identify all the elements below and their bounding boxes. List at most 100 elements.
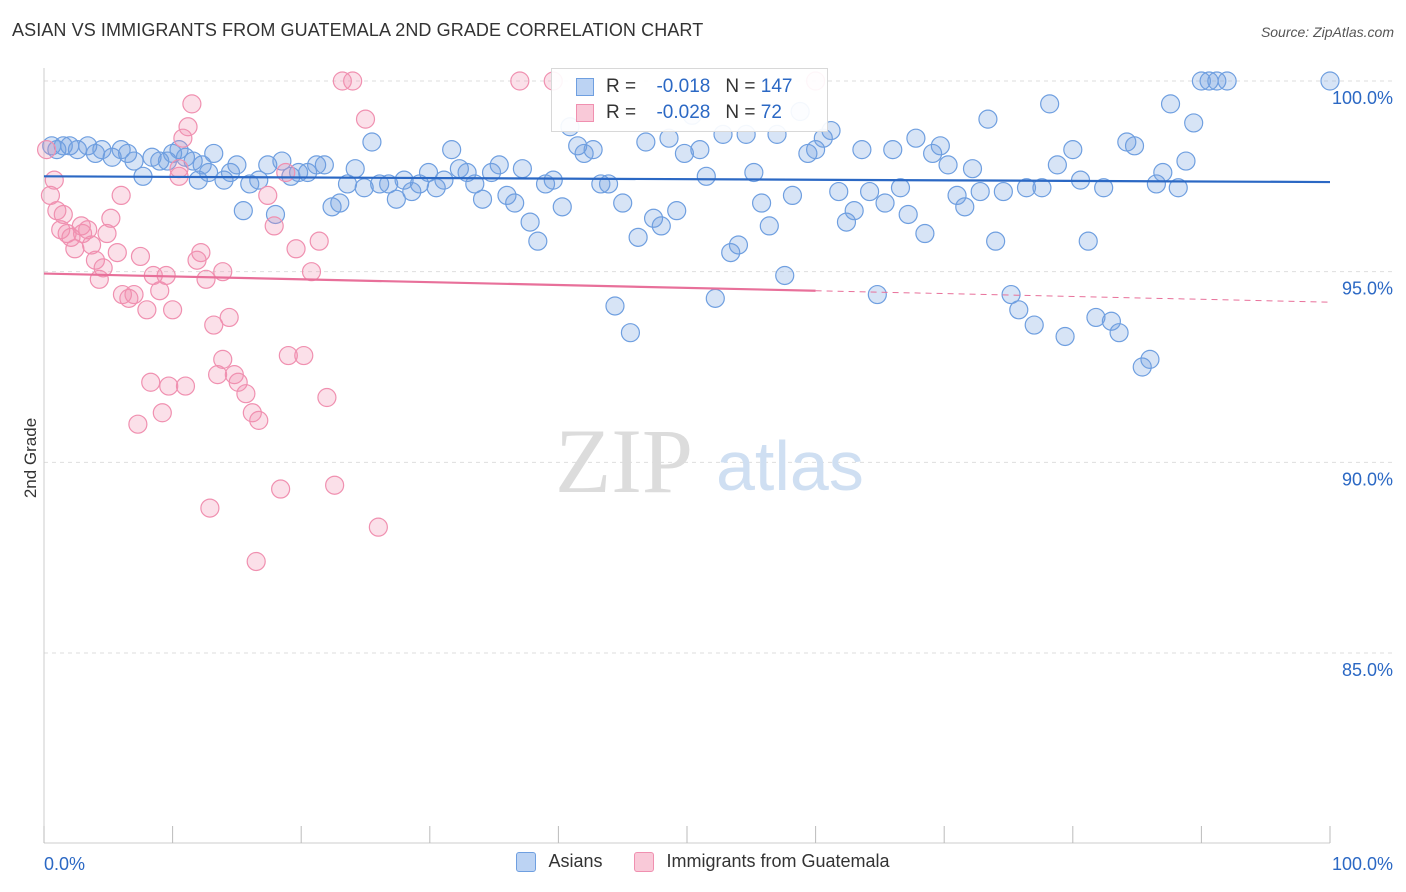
asians-point bbox=[227, 155, 247, 175]
guatemala-point bbox=[196, 269, 216, 289]
guatemala-point bbox=[128, 414, 148, 434]
asians-point bbox=[188, 170, 208, 190]
guatemala-point bbox=[242, 403, 262, 423]
guatemala-point bbox=[173, 128, 193, 148]
guatemala-point bbox=[204, 315, 224, 335]
guatemala-point bbox=[228, 372, 248, 392]
asians-point bbox=[1024, 315, 1044, 335]
asians-point bbox=[214, 170, 234, 190]
guatemala-point bbox=[510, 71, 530, 91]
guatemala-point bbox=[72, 223, 93, 244]
guatemala-point bbox=[213, 349, 233, 369]
asians-point bbox=[489, 155, 509, 175]
asians-point bbox=[258, 155, 278, 175]
source-label: Source: ZipAtlas.com bbox=[1260, 24, 1394, 40]
asians-point bbox=[1153, 162, 1173, 183]
r-label: R = bbox=[606, 102, 637, 123]
r-value: -0.028 bbox=[656, 102, 711, 123]
asians-point bbox=[962, 159, 983, 179]
series-legend: Asians Immigrants from Guatemala bbox=[0, 851, 1406, 872]
asians-point bbox=[930, 136, 950, 156]
asians-point bbox=[1032, 178, 1052, 198]
asians-point bbox=[528, 231, 548, 251]
legend-item-guatemala[interactable]: Immigrants from Guatemala bbox=[634, 851, 890, 872]
guatemala-point bbox=[107, 243, 127, 263]
asians-point bbox=[272, 151, 292, 171]
guatemala-point bbox=[325, 475, 345, 495]
asians-point bbox=[782, 185, 803, 205]
asians-point bbox=[345, 159, 365, 179]
y-tick-label: 90.0% bbox=[1342, 469, 1393, 489]
asians-point bbox=[249, 170, 269, 190]
asians-point bbox=[1094, 178, 1114, 198]
asians-point bbox=[568, 136, 588, 156]
asians-point bbox=[379, 174, 399, 194]
asians-point bbox=[613, 193, 633, 213]
guatemala-point bbox=[246, 551, 266, 572]
asians-point bbox=[829, 181, 849, 202]
asians-point bbox=[915, 223, 935, 244]
asians-point bbox=[1191, 71, 1212, 91]
data-points bbox=[36, 71, 1340, 572]
x-tick-label: 100.0% bbox=[1332, 854, 1393, 874]
asians-point bbox=[598, 174, 619, 194]
legend-row-guatemala: R = -0.028 N = 72 bbox=[576, 100, 782, 126]
guatemala-trend-extension bbox=[815, 290, 1331, 303]
guatemala-point bbox=[97, 223, 117, 244]
guatemala-point bbox=[93, 258, 113, 278]
asians-point bbox=[1168, 178, 1188, 198]
asians-point bbox=[836, 212, 857, 232]
asians-point bbox=[674, 143, 695, 164]
asians-point bbox=[1009, 300, 1029, 320]
guatemala-point bbox=[53, 204, 73, 225]
asians-point bbox=[457, 162, 477, 183]
legend-item-asians[interactable]: Asians bbox=[516, 851, 602, 872]
asians-point bbox=[775, 265, 795, 286]
guatemala-point bbox=[355, 109, 376, 129]
asians-point bbox=[362, 132, 382, 152]
asians-point bbox=[636, 132, 656, 152]
guatemala-point bbox=[343, 71, 363, 91]
asians-point bbox=[442, 140, 462, 160]
tick-labels: 85.0% 90.0% 95.0% 100.0% 0.0% 100.0% bbox=[44, 88, 1393, 874]
guatemala-point bbox=[264, 216, 284, 236]
guatemala-point bbox=[258, 185, 278, 205]
asians-point bbox=[505, 193, 525, 213]
asians-point bbox=[875, 193, 895, 213]
y-tick-label: 95.0% bbox=[1342, 279, 1393, 299]
asians-point bbox=[1146, 174, 1166, 194]
asians-point bbox=[169, 140, 189, 160]
guatemala-point bbox=[236, 384, 256, 404]
asians-point bbox=[552, 197, 572, 217]
asians-point bbox=[307, 155, 327, 175]
trend-lines bbox=[43, 175, 1331, 303]
y-axis-label: 2nd Grade bbox=[21, 418, 40, 498]
r-value: -0.018 bbox=[656, 76, 711, 97]
asians-point bbox=[906, 128, 926, 148]
guatemala-point bbox=[175, 376, 196, 396]
asians-point bbox=[620, 323, 641, 343]
x-tick-label: 0.0% bbox=[44, 854, 85, 874]
stats-legend: R = -0.018 N = 147 R = -0.028 N = 72 bbox=[551, 68, 828, 132]
guatemala-point bbox=[368, 517, 388, 537]
asians-point bbox=[1063, 140, 1083, 160]
gridlines bbox=[44, 80, 1392, 654]
asians-point bbox=[667, 201, 687, 221]
asians-point bbox=[583, 140, 603, 160]
n-value: 147 bbox=[760, 76, 793, 97]
guatemala-point bbox=[332, 71, 352, 91]
watermark-atlas: atlas bbox=[716, 427, 864, 505]
guatemala-point bbox=[213, 262, 233, 282]
guatemala-point bbox=[276, 162, 296, 183]
asians-point bbox=[1001, 284, 1021, 305]
asians-point bbox=[543, 170, 563, 190]
asians-point bbox=[890, 178, 911, 198]
asians-point bbox=[472, 189, 493, 209]
legend-row-asians: R = -0.018 N = 147 bbox=[576, 74, 792, 100]
guatemala-point bbox=[208, 365, 228, 385]
asians-point bbox=[1055, 326, 1075, 347]
asians-point bbox=[938, 155, 958, 175]
asians-point bbox=[497, 185, 517, 205]
asians-point bbox=[1217, 71, 1237, 91]
asians-point bbox=[1320, 71, 1340, 91]
